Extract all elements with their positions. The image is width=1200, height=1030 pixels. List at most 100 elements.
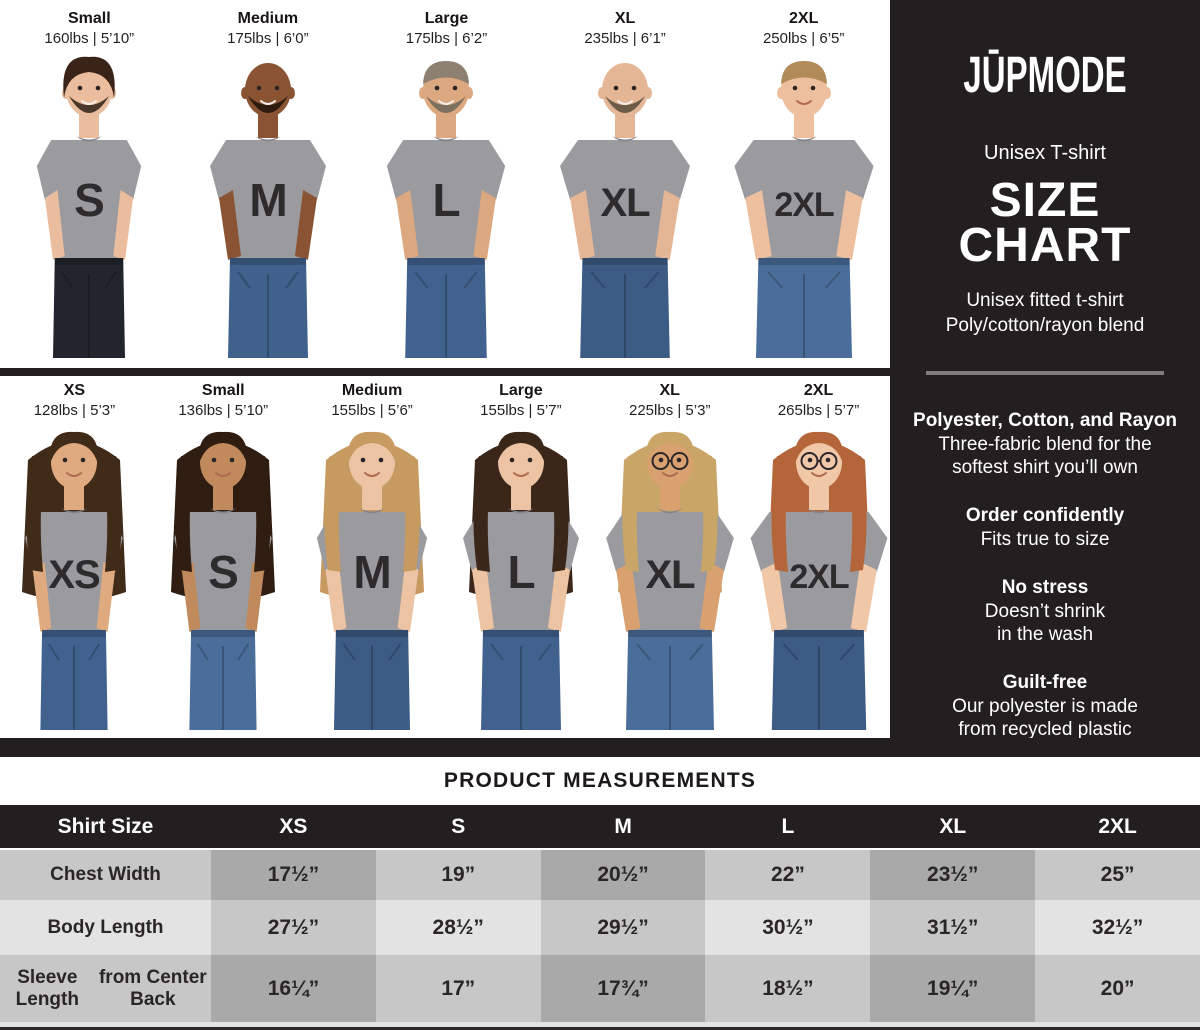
size-stats: 175lbs | 6’2” — [405, 30, 488, 48]
table-value-cell: 20” — [1035, 955, 1200, 1022]
model-column: Large 155lbs | 5’7” L — [446, 376, 595, 738]
svg-text:XL: XL — [645, 553, 695, 597]
table-value-cell: 22” — [705, 850, 871, 900]
table-value-cell: 18½” — [705, 955, 871, 1022]
table-value-cell: 30½” — [705, 900, 871, 955]
model-figure: XL — [536, 48, 714, 359]
feature-heading: Order confidently — [965, 505, 1125, 527]
feature-heading: Polyester, Cotton, and Rayon — [913, 410, 1177, 432]
model-column: XS 128lbs | 5’3” XS — [0, 376, 149, 738]
model-figure: 2XL — [715, 48, 893, 359]
feature-section: Order confidently Fits true to size — [913, 504, 1177, 551]
brand-logo: JŪPMODE — [963, 45, 1127, 103]
size-stats: 265lbs | 5’7” — [777, 402, 860, 420]
size-stats: 128lbs | 5’3” — [33, 402, 116, 420]
feature-line: Our polyester is made — [952, 696, 1138, 718]
table-value-cell: 17” — [375, 955, 541, 1022]
feature-line: Three-fabric blend for the — [938, 434, 1152, 456]
svg-text:S: S — [74, 174, 104, 226]
table-value-cell: 20½” — [540, 850, 706, 900]
size-label: Medium — [237, 10, 299, 27]
table-value-cell: 28½” — [375, 900, 541, 955]
table-header-cell: M — [540, 805, 706, 850]
table-header-cell: L — [705, 805, 871, 850]
model-column: Small 136lbs | 5’10” S — [149, 376, 298, 738]
table-bottom-strip-dark — [0, 1027, 1200, 1030]
table-label-cell: Chest Width — [0, 850, 211, 900]
sidebar-description: Unisex fitted t-shirt Poly/cotton/rayon … — [946, 288, 1145, 338]
feature-line: softest shirt you’ll own — [952, 457, 1138, 479]
size-stats: 235lbs | 6’1” — [584, 30, 666, 48]
size-stats: 155lbs | 5’6” — [331, 402, 413, 420]
table-value-cell: 17¾” — [540, 955, 706, 1022]
row-divider-bar — [0, 368, 900, 376]
svg-text:M: M — [249, 174, 286, 226]
models-top-row: Small 160lbs | 5’10” S Medium 175lbs | 6’0” M… — [0, 0, 893, 370]
feature-section: Polyester, Cotton, and Rayon Three-fabric… — [913, 409, 1177, 479]
size-label: 2XL — [803, 382, 834, 399]
feature-line: in the wash — [996, 624, 1094, 646]
size-label: XS — [63, 382, 86, 399]
table-value-cell: 19” — [375, 850, 541, 900]
svg-text:2XL: 2XL — [774, 186, 834, 224]
measurements-table: Shirt Size XS S M L XL 2XL Chest Width 17½” 19” 20… — [0, 805, 1200, 1022]
table-label-cell: Body Length — [0, 900, 211, 955]
table-value-cell: 25” — [1035, 850, 1200, 900]
model-figure-svg: M — [209, 63, 326, 359]
table-header-cell: 2XL — [1035, 805, 1200, 850]
table-value-cell: 29½” — [540, 900, 706, 955]
table-header-cell: Shirt Size — [0, 805, 211, 850]
sidebar-description-line1: Unisex fitted t-shirt — [966, 290, 1124, 312]
model-figure-svg: M — [316, 432, 428, 731]
model-figure-svg: XL — [560, 63, 691, 359]
size-stats: 250lbs | 6’5” — [762, 30, 845, 48]
model-column: Medium 155lbs | 5’6” M — [298, 376, 447, 738]
svg-text:XL: XL — [601, 181, 651, 225]
table-value-cell: 32½” — [1035, 900, 1200, 955]
size-stats: 155lbs | 5’7” — [480, 402, 562, 420]
model-figure: L — [447, 420, 595, 731]
feature-list: Polyester, Cotton, and Rayon Three-fabric… — [913, 409, 1177, 741]
model-figure-svg: 2XL — [750, 432, 887, 731]
size-chart-title: SIZE CHART — [958, 176, 1132, 273]
model-column: 2XL 250lbs | 6’5” 2XL — [714, 0, 893, 370]
table-value-cell: 23½” — [870, 850, 1036, 900]
models-bottom-row: XS 128lbs | 5’3” XS Small 136lbs | 5’10” S Med… — [0, 376, 893, 738]
measurements-title: PRODUCT MEASUREMENTS — [443, 769, 757, 792]
size-chart-title-line2: CHART — [958, 219, 1132, 273]
svg-text:L: L — [433, 174, 460, 226]
bottom-divider-bar — [0, 738, 1200, 757]
table-value-cell: 19¼” — [870, 955, 1036, 1022]
svg-text:2XL: 2XL — [789, 558, 849, 596]
feature-heading: No stress — [1001, 577, 1089, 599]
feature-line: Fits true to size — [980, 529, 1110, 551]
model-column: XL 235lbs | 6’1” XL — [536, 0, 715, 370]
size-stats: 225lbs | 5’3” — [629, 402, 711, 420]
size-label: Medium — [341, 382, 403, 399]
sidebar: JŪPMODE Unisex T-shirt SIZE CHART Unisex… — [890, 0, 1200, 757]
model-figure-svg: L — [387, 61, 506, 359]
size-label: Large — [424, 10, 469, 27]
model-figure: S — [0, 48, 178, 359]
model-column: Medium 175lbs | 6’0” M — [179, 0, 358, 370]
table-value-cell: 31½” — [870, 900, 1036, 955]
svg-text:S: S — [208, 546, 238, 598]
size-label: Large — [499, 382, 543, 399]
model-figure: S — [149, 420, 297, 731]
feature-section: No stress Doesn’t shrink in the wash — [913, 576, 1177, 646]
svg-text:XS: XS — [49, 553, 101, 597]
model-figure-svg: S — [171, 432, 276, 731]
model-figure-svg: XS — [22, 432, 127, 731]
feature-line: Doesn’t shrink — [984, 601, 1106, 623]
sidebar-divider — [926, 371, 1164, 376]
table-bottom-strip-light — [0, 1022, 1200, 1027]
model-figure: 2XL — [745, 420, 893, 731]
table-header-cell: XL — [870, 805, 1036, 850]
size-stats: 160lbs | 5’10” — [44, 30, 135, 48]
model-column: XL 225lbs | 5’3” XL — [595, 376, 744, 738]
table-value-cell: 27½” — [211, 900, 376, 955]
model-figure-svg: L — [462, 432, 579, 731]
size-label: XL — [614, 10, 636, 27]
table-value-cell: 17½” — [211, 850, 376, 900]
